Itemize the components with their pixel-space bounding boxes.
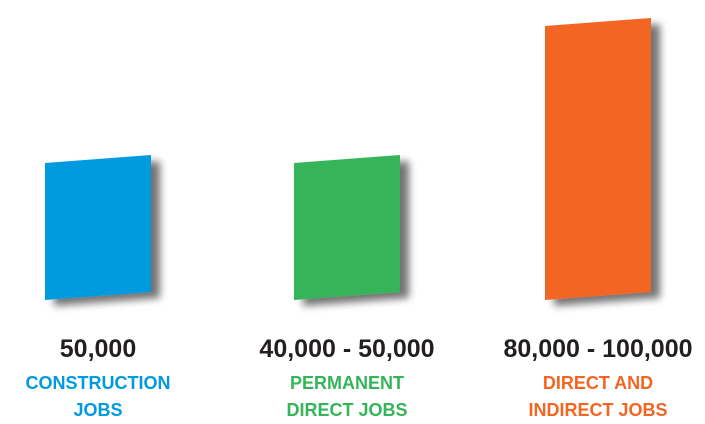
category-label-1-line-2: JOBS (73, 400, 122, 420)
category-label-2-line-2: DIRECT JOBS (286, 400, 407, 420)
bar-3 (545, 18, 651, 300)
bar-1 (45, 155, 151, 300)
bar-2 (294, 155, 400, 300)
category-label-1-line-1: CONSTRUCTION (26, 373, 171, 393)
category-label-2-line-1: PERMANENT (290, 373, 404, 393)
value-label-3: 80,000 - 100,000 (503, 335, 692, 363)
value-label-1: 50,000 (60, 335, 136, 363)
value-label-2: 40,000 - 50,000 (259, 335, 434, 363)
category-label-3-line-2: INDIRECT JOBS (528, 400, 667, 420)
category-label-3-line-1: DIRECT AND (543, 373, 653, 393)
